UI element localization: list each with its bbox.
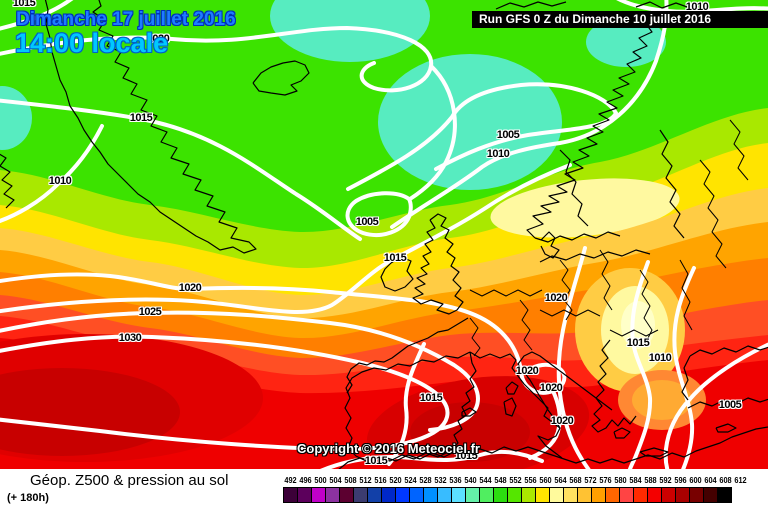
pressure-label: 1015 xyxy=(12,0,36,9)
scale-tick-value: 544 xyxy=(479,476,492,485)
pressure-label: 1015 xyxy=(129,112,153,124)
product-title: Géop. Z500 & pression au sol xyxy=(30,472,229,489)
scale-color-cell xyxy=(535,487,550,503)
country-borders xyxy=(469,119,749,357)
color-scale-values: 492 496 500 504 508 512 516 520 524 528 532 536 540 5… xyxy=(283,476,748,485)
scale-color-cell xyxy=(395,487,410,503)
scale-color-cell xyxy=(283,487,298,503)
scale-color-cell xyxy=(325,487,340,503)
pressure-label: 1020 xyxy=(550,415,574,427)
scale-tick-value: 572 xyxy=(584,476,597,485)
scale-tick-value: 600 xyxy=(689,476,702,485)
scale-color-cell xyxy=(675,487,690,503)
pressure-label: 1015 xyxy=(383,252,407,264)
pressure-label: 1010 xyxy=(48,175,72,187)
forecast-time-text: 14:00 locale xyxy=(15,28,169,58)
scale-tick-value: 552 xyxy=(509,476,522,485)
scale-color-cell xyxy=(703,487,718,503)
scale-tick-value: 500 xyxy=(314,476,327,485)
scale-tick-value: 532 xyxy=(434,476,447,485)
scale-color-cell xyxy=(633,487,648,503)
scale-tick-value: 596 xyxy=(674,476,687,485)
forecast-lead-time: (+ 180h) xyxy=(7,492,49,504)
scale-color-cell xyxy=(577,487,592,503)
scale-color-cell xyxy=(647,487,662,503)
isobar-contours xyxy=(0,0,768,469)
scale-color-cell xyxy=(521,487,536,503)
forecast-date-text: Dimanche 17 juillet 2016 xyxy=(16,9,236,30)
pressure-label: 1005 xyxy=(718,399,742,411)
scale-tick-value: 580 xyxy=(614,476,627,485)
pressure-label: 1015 xyxy=(454,450,478,462)
scale-tick-value: 504 xyxy=(329,476,342,485)
pressure-label: 1005 xyxy=(496,129,520,141)
scale-color-cell xyxy=(311,487,326,503)
pressure-label: 1025 xyxy=(138,306,162,318)
scale-tick-value: 584 xyxy=(629,476,642,485)
scale-color-cell xyxy=(549,487,564,503)
scale-tick-value: 492 xyxy=(284,476,297,485)
scale-color-cell xyxy=(353,487,368,503)
scale-tick-value: 520 xyxy=(389,476,402,485)
scale-color-cell xyxy=(339,487,354,503)
pressure-label: 1010 xyxy=(648,352,672,364)
pressure-label: 1010 xyxy=(685,1,709,13)
pressure-label: 1015 xyxy=(626,337,650,349)
scale-color-cell xyxy=(507,487,522,503)
scale-color-cell xyxy=(591,487,606,503)
scale-tick-value: 528 xyxy=(419,476,432,485)
scale-tick-value: 540 xyxy=(464,476,477,485)
scale-color-cell xyxy=(563,487,578,503)
scale-tick-value: 496 xyxy=(299,476,312,485)
scale-color-cell xyxy=(297,487,312,503)
pressure-label: 1015 xyxy=(364,455,388,467)
pressure-label: 1015 xyxy=(419,392,443,404)
scale-tick-value: 604 xyxy=(704,476,717,485)
scale-tick-value: 548 xyxy=(494,476,507,485)
scale-tick-value: 516 xyxy=(374,476,387,485)
scale-tick-value: 564 xyxy=(554,476,567,485)
scale-color-cell xyxy=(661,487,676,503)
pressure-label: 1030 xyxy=(118,332,142,344)
geopotential-pressure-map xyxy=(0,0,768,469)
pressure-label: 1020 xyxy=(544,292,568,304)
pressure-label: 1020 xyxy=(178,282,202,294)
scale-color-cell xyxy=(451,487,466,503)
pressure-label: 1010 xyxy=(486,148,510,160)
legend-panel: Géop. Z500 & pression au sol (+ 180h) 49… xyxy=(0,469,768,512)
coastlines xyxy=(0,0,768,469)
pressure-label: 1005 xyxy=(355,216,379,228)
scale-tick-value: 508 xyxy=(344,476,357,485)
scale-color-cell xyxy=(605,487,620,503)
scale-color-cell xyxy=(717,487,732,503)
scale-color-cell xyxy=(619,487,634,503)
scale-tick-value: 536 xyxy=(449,476,462,485)
scale-tick-value: 568 xyxy=(569,476,582,485)
scale-color-cell xyxy=(437,487,452,503)
model-run-banner: Run GFS 0 Z du Dimanche 10 juillet 2016 xyxy=(472,11,768,28)
scale-color-cell xyxy=(367,487,382,503)
scale-tick-value: 556 xyxy=(524,476,537,485)
scale-color-cell xyxy=(409,487,424,503)
scale-tick-value: 524 xyxy=(404,476,417,485)
scale-color-cell xyxy=(423,487,438,503)
scale-tick-value: 608 xyxy=(719,476,732,485)
scale-tick-value: 588 xyxy=(644,476,657,485)
scale-color-cell xyxy=(493,487,508,503)
pressure-label: 1020 xyxy=(515,365,539,377)
scale-tick-value: 576 xyxy=(599,476,612,485)
scale-color-cell xyxy=(381,487,396,503)
color-scale-bar xyxy=(283,487,732,503)
scale-tick-value: 612 xyxy=(734,476,747,485)
scale-color-cell xyxy=(479,487,494,503)
scale-color-cell xyxy=(689,487,704,503)
scale-tick-value: 592 xyxy=(659,476,672,485)
pressure-label: 1020 xyxy=(539,382,563,394)
pressure-label: 1020 xyxy=(146,33,170,45)
copyright-text: Copyright © 2016 Meteociel.fr xyxy=(297,441,480,456)
scale-color-cell xyxy=(465,487,480,503)
scale-tick-value: 512 xyxy=(359,476,372,485)
scale-tick-value: 560 xyxy=(539,476,552,485)
